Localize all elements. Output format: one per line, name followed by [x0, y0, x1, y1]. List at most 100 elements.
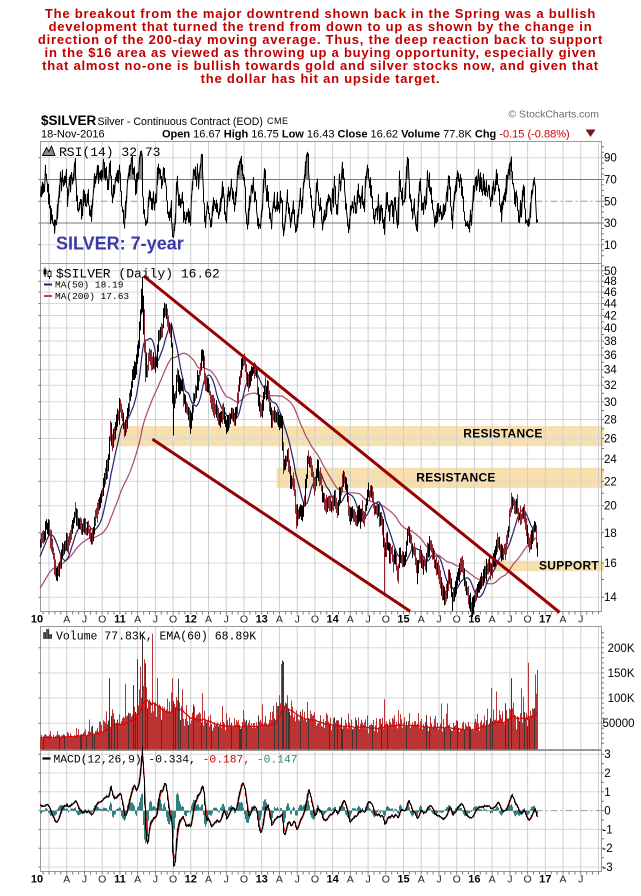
- svg-text:O: O: [382, 874, 390, 886]
- svg-text:J: J: [436, 874, 441, 886]
- svg-text:18: 18: [604, 528, 617, 540]
- svg-text:A: A: [63, 874, 70, 886]
- svg-text:32: 32: [604, 380, 617, 392]
- svg-text:12: 12: [185, 874, 197, 886]
- svg-text:J: J: [224, 874, 229, 886]
- svg-text:A: A: [205, 614, 212, 626]
- svg-text:J: J: [153, 874, 158, 886]
- svg-text:44: 44: [604, 299, 617, 311]
- svg-text:O: O: [382, 614, 390, 626]
- svg-text:16: 16: [468, 874, 480, 886]
- svg-text:10: 10: [604, 240, 617, 252]
- svg-text:16: 16: [468, 614, 480, 626]
- svg-text:12: 12: [185, 614, 197, 626]
- svg-text:46: 46: [604, 287, 617, 299]
- svg-text:A: A: [489, 874, 496, 886]
- svg-text:J: J: [507, 874, 512, 886]
- svg-text:30: 30: [604, 218, 617, 230]
- svg-text:20: 20: [604, 501, 617, 513]
- svg-text:J: J: [153, 614, 158, 626]
- svg-text:RESISTANCE: RESISTANCE: [416, 471, 495, 485]
- svg-text:SUPPORT: SUPPORT: [539, 559, 599, 573]
- svg-text:O: O: [524, 874, 532, 886]
- svg-text:$SILVER: $SILVER: [41, 113, 97, 128]
- svg-text:16: 16: [604, 558, 617, 570]
- svg-text:RESISTANCE: RESISTANCE: [463, 427, 542, 441]
- svg-text:100K: 100K: [608, 693, 635, 705]
- svg-text:17: 17: [539, 874, 551, 886]
- svg-text:A: A: [418, 614, 425, 626]
- svg-text:J: J: [295, 874, 300, 886]
- svg-text:34: 34: [604, 365, 617, 377]
- svg-text:O: O: [169, 614, 177, 626]
- svg-text:O: O: [169, 874, 177, 886]
- svg-text:$SILVER (Daily) 16.62: $SILVER (Daily) 16.62: [56, 267, 220, 282]
- svg-text:J: J: [578, 614, 583, 626]
- svg-text:15: 15: [397, 614, 409, 626]
- svg-text:A: A: [63, 614, 70, 626]
- svg-text:17: 17: [539, 614, 551, 626]
- svg-text:1: 1: [604, 787, 610, 799]
- svg-text:50: 50: [604, 266, 617, 278]
- svg-text:26: 26: [604, 434, 617, 446]
- svg-text:Silver - Continuous Contract (: Silver - Continuous Contract (EOD): [98, 116, 263, 128]
- svg-text:O: O: [240, 874, 248, 886]
- svg-text:O: O: [311, 614, 319, 626]
- svg-text:10: 10: [31, 874, 43, 886]
- svg-text:© StockCharts.com: © StockCharts.com: [508, 109, 599, 121]
- svg-text:15: 15: [397, 874, 409, 886]
- svg-text:J: J: [507, 614, 512, 626]
- svg-text:-2: -2: [602, 843, 612, 855]
- svg-text:J: J: [578, 874, 583, 886]
- svg-text:O: O: [98, 874, 106, 886]
- svg-text:O: O: [311, 874, 319, 886]
- svg-text:11: 11: [114, 614, 126, 626]
- svg-text:SILVER: 7-year: SILVER: 7-year: [56, 234, 184, 254]
- svg-text:28: 28: [604, 415, 617, 427]
- svg-text:10: 10: [31, 614, 43, 626]
- svg-text:CME: CME: [267, 116, 289, 126]
- svg-text:A: A: [134, 874, 141, 886]
- svg-text:90: 90: [604, 153, 617, 165]
- svg-text:A: A: [489, 614, 496, 626]
- svg-text:Open 16.67 High 16.75 Low 16.4: Open 16.67 High 16.75 Low 16.43 Close 16…: [162, 129, 570, 141]
- svg-text:MA(50) 18.19: MA(50) 18.19: [55, 280, 124, 291]
- svg-text:22: 22: [604, 476, 617, 488]
- svg-text:14: 14: [604, 592, 617, 604]
- svg-text:J: J: [365, 874, 370, 886]
- svg-text:A: A: [205, 874, 212, 886]
- svg-text:A: A: [559, 614, 566, 626]
- svg-text:A: A: [276, 874, 283, 886]
- svg-text:11: 11: [114, 874, 126, 886]
- svg-text:150K: 150K: [608, 668, 635, 680]
- svg-text:3: 3: [604, 749, 610, 761]
- svg-text:A: A: [276, 614, 283, 626]
- svg-text:A: A: [418, 874, 425, 886]
- svg-text:J: J: [436, 614, 441, 626]
- svg-text:Volume 77.83K, EMA(60) 68.89K: Volume 77.83K, EMA(60) 68.89K: [56, 631, 256, 644]
- svg-text:0: 0: [604, 806, 610, 818]
- svg-text:O: O: [240, 614, 248, 626]
- svg-text:-3: -3: [602, 862, 612, 874]
- svg-text:J: J: [365, 614, 370, 626]
- svg-text:J: J: [224, 614, 229, 626]
- svg-text:O: O: [524, 614, 532, 626]
- svg-text:36: 36: [604, 350, 617, 362]
- svg-text:MA(200) 17.63: MA(200) 17.63: [55, 291, 129, 302]
- svg-text:38: 38: [604, 336, 617, 348]
- svg-text:J: J: [295, 614, 300, 626]
- svg-text:A: A: [559, 874, 566, 886]
- svg-text:14: 14: [326, 874, 339, 886]
- svg-text:A: A: [347, 614, 354, 626]
- svg-text:J: J: [82, 614, 87, 626]
- svg-text:70: 70: [604, 175, 617, 187]
- svg-text:O: O: [453, 874, 461, 886]
- svg-text:48: 48: [604, 276, 617, 288]
- svg-text:MACD(12,26,9) -0.334, -0.187,: MACD(12,26,9) -0.334, -0.187, -0.147: [54, 755, 298, 767]
- svg-text:A: A: [134, 614, 141, 626]
- svg-text:A: A: [347, 874, 354, 886]
- svg-text:J: J: [82, 874, 87, 886]
- svg-text:13: 13: [256, 874, 268, 886]
- svg-text:14: 14: [326, 614, 339, 626]
- svg-text:50000: 50000: [603, 718, 635, 730]
